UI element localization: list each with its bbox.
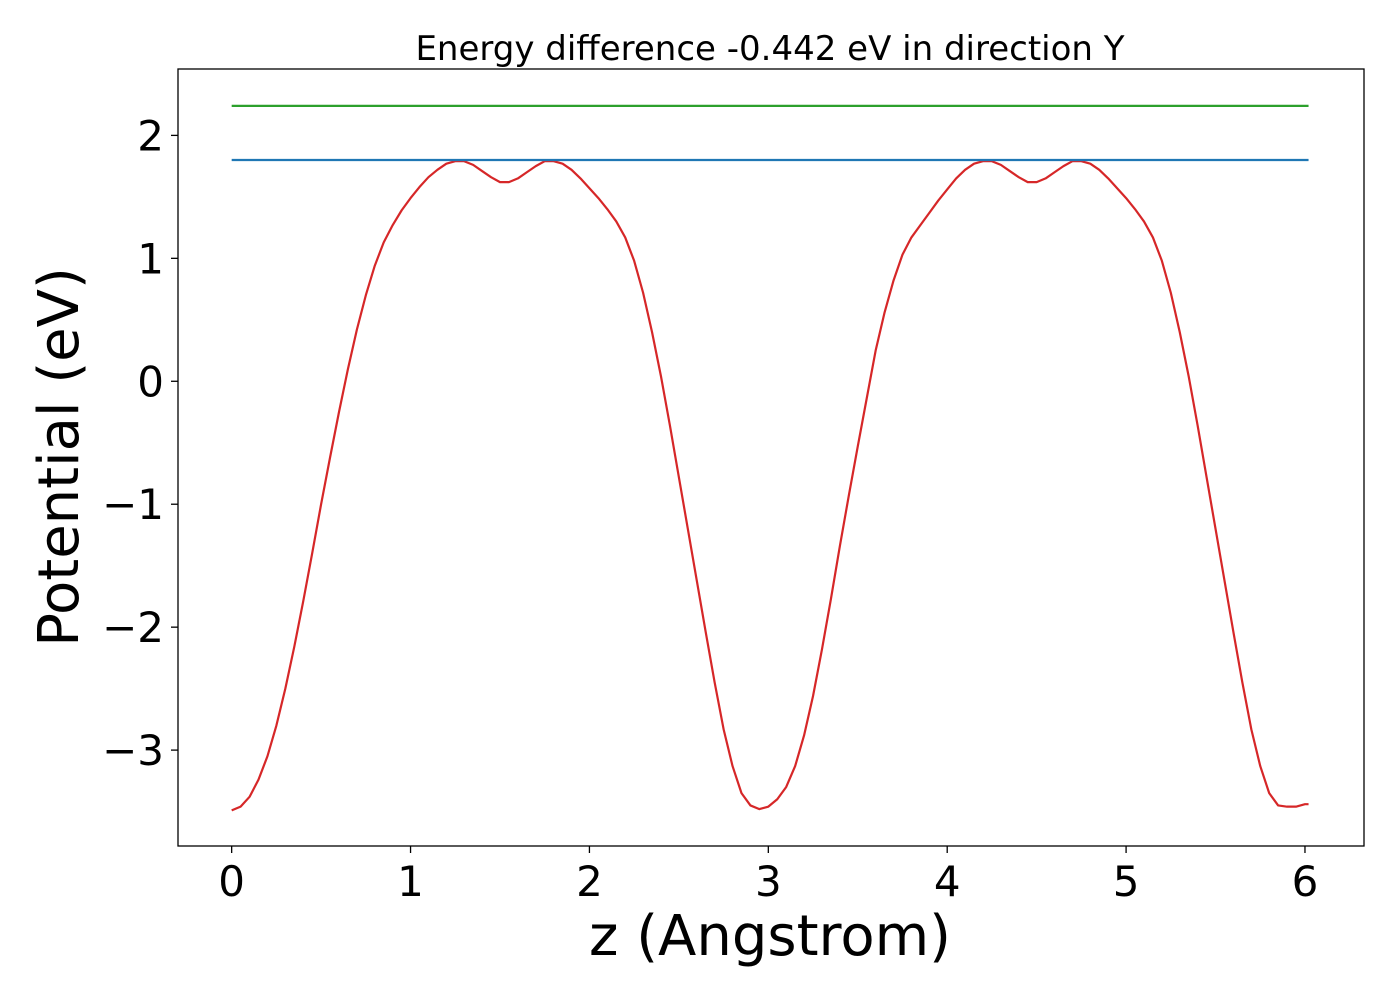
y-tick-label: 2 xyxy=(137,111,164,160)
plot-lines xyxy=(231,104,1309,812)
x-axis-ticks: 0 1 2 3 4 5 6 xyxy=(218,846,1318,906)
series-line-0 xyxy=(231,160,1309,812)
y-tick-label: 1 xyxy=(137,234,164,283)
y-axis-label: Potential (eV) xyxy=(27,267,92,647)
x-tick-label: 3 xyxy=(755,857,782,906)
x-tick-label: 4 xyxy=(934,857,961,906)
chart-title: Energy difference -0.442 eV in direction… xyxy=(415,29,1124,69)
y-tick-label: −2 xyxy=(102,603,164,652)
plot-frame xyxy=(177,68,1365,847)
y-tick-label: −1 xyxy=(102,480,164,529)
x-tick-label: 2 xyxy=(576,857,603,906)
x-tick-label: 5 xyxy=(1113,857,1140,906)
x-axis-label: z (Angstrom) xyxy=(589,904,951,969)
y-tick-label: 0 xyxy=(137,357,164,406)
y-axis-ticks: −3 −2 −1 0 1 2 xyxy=(102,111,178,775)
x-tick-label: 0 xyxy=(218,857,245,906)
x-tick-label: 6 xyxy=(1292,857,1319,906)
x-tick-label: 1 xyxy=(397,857,424,906)
y-tick-label: −3 xyxy=(102,726,164,775)
